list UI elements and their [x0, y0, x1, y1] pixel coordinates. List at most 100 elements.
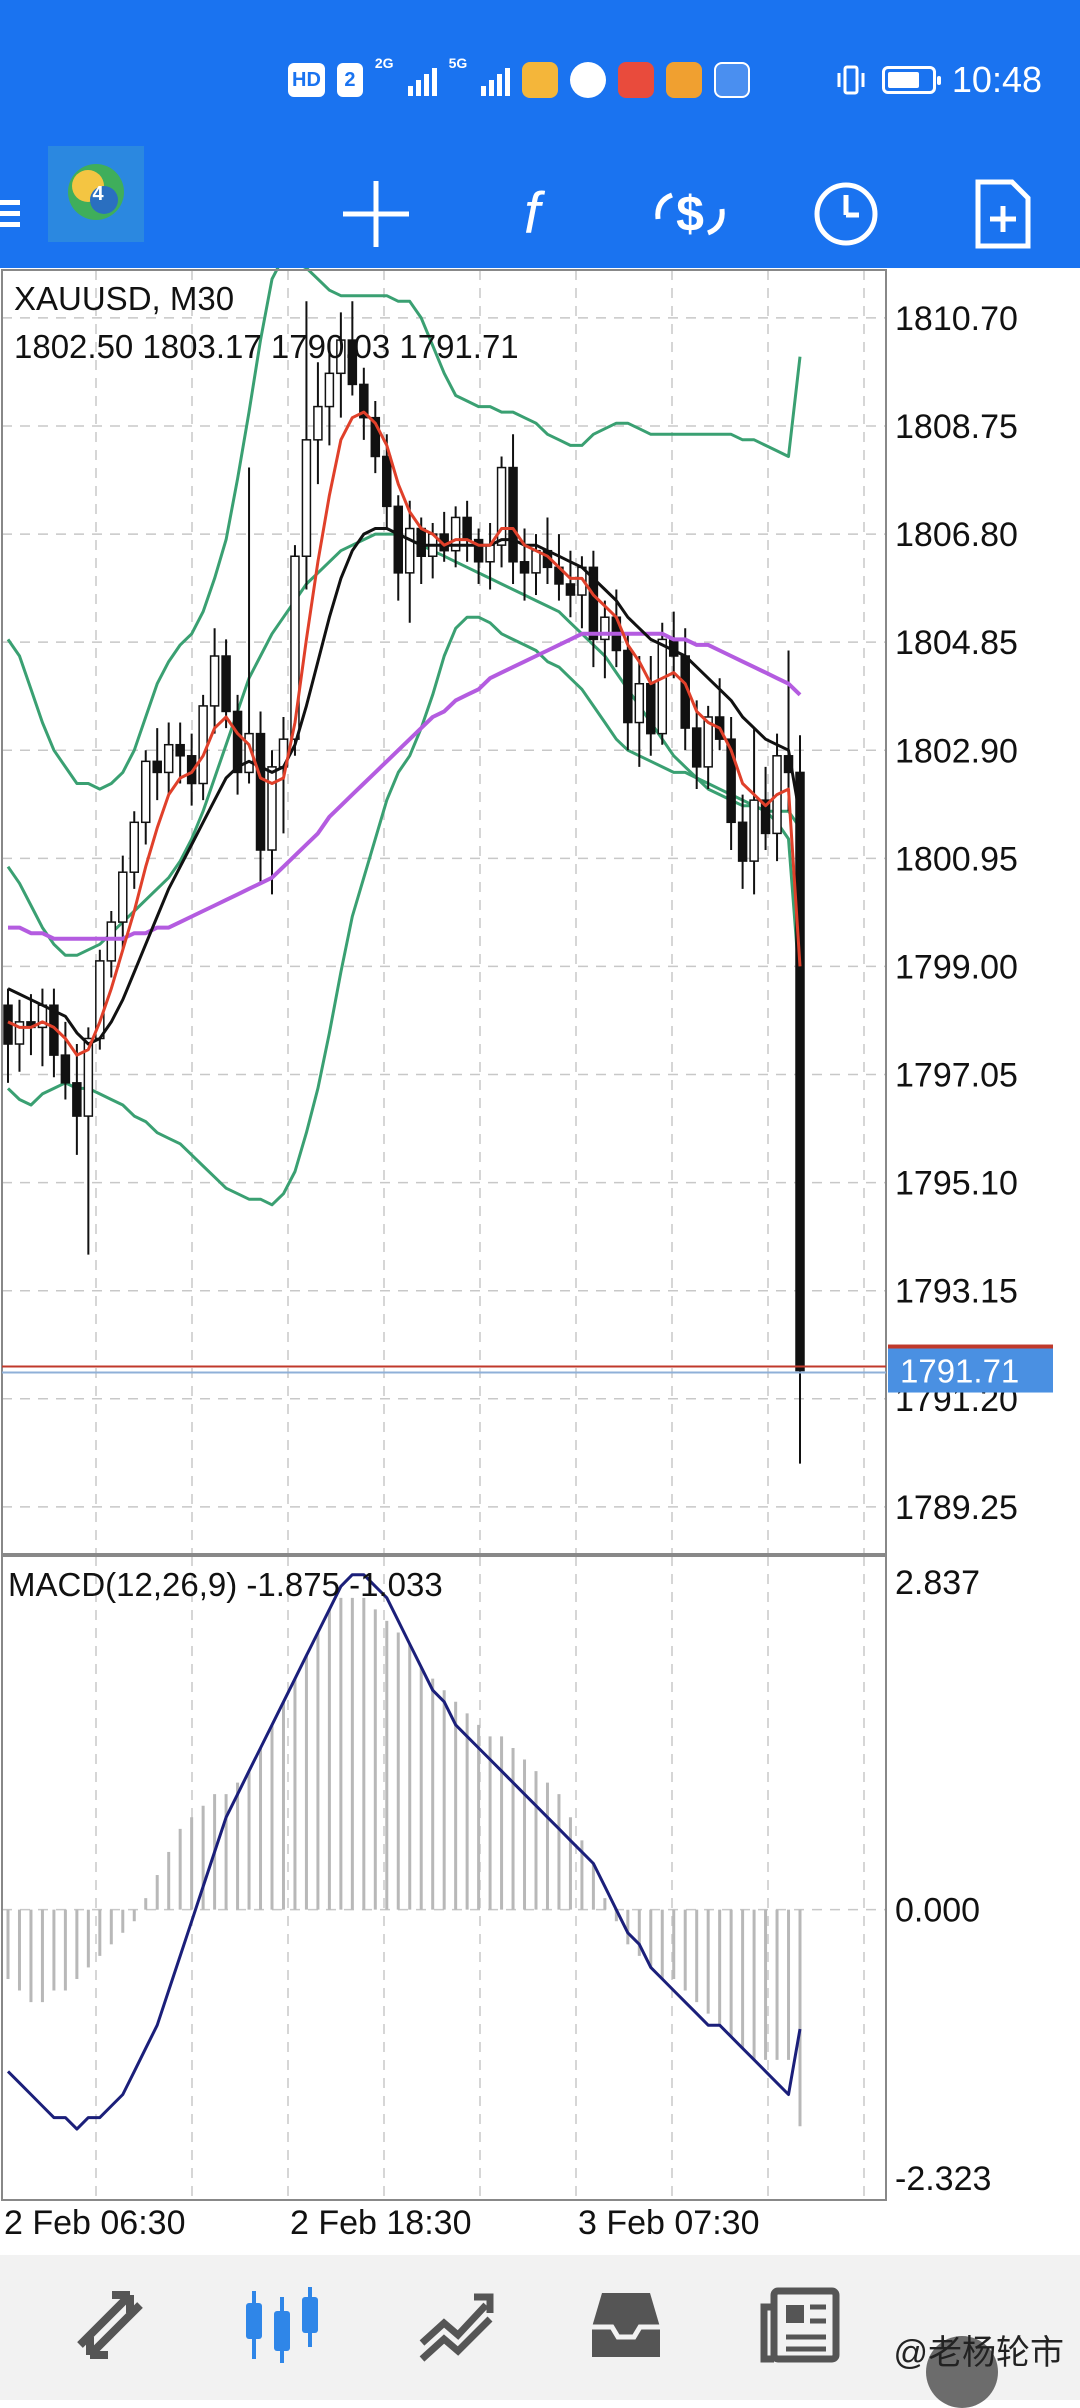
candle — [737, 794, 748, 889]
candle-body-up — [313, 405, 323, 441]
news-icon — [760, 2287, 840, 2363]
battery-icon — [881, 66, 941, 94]
candle — [324, 340, 335, 446]
watermark: @老杨轮市 — [893, 2325, 1064, 2374]
macd-frame — [1, 1555, 887, 2201]
y-tick-label: 1806.80 — [895, 516, 1018, 554]
candle-body-down — [152, 760, 162, 774]
hd-label: HD — [292, 68, 321, 91]
candle-body-up — [163, 743, 174, 774]
network-type-1: 2G — [374, 55, 394, 71]
candle — [623, 633, 633, 751]
candle-body-down — [646, 682, 656, 735]
nav-trade[interactable] — [408, 2277, 504, 2373]
x-tick-label: 2 Feb 06:30 — [4, 2204, 185, 2242]
candle — [634, 656, 645, 767]
status-right: 10:48 — [836, 56, 1042, 104]
candle — [140, 750, 151, 845]
y-tick-label: 1799.00 — [895, 948, 1018, 986]
new-order-button[interactable] — [960, 172, 1044, 256]
candle-body-down — [370, 416, 381, 458]
candle-body-down — [462, 516, 472, 541]
candle — [691, 700, 702, 790]
chart-icon — [246, 2287, 318, 2363]
candle-body-up — [450, 516, 461, 552]
chart-area[interactable]: 1810.70 1808.75 1806.80 1804.85 1802.90 1800.… — [0, 255, 1080, 2255]
crosshair-button[interactable] — [334, 172, 418, 256]
candle-body-up — [600, 616, 610, 641]
trade-dollar-icon: $ — [655, 186, 725, 242]
nav-quotes[interactable] — [62, 2277, 158, 2373]
candle-body-up — [290, 555, 300, 740]
y-tick-label: 1793.15 — [895, 1273, 1018, 1311]
hd-badge: HD — [288, 63, 325, 97]
nav-news[interactable] — [752, 2277, 848, 2373]
candle-body-down — [393, 505, 404, 574]
y-tick-label: 1804.85 — [895, 624, 1018, 662]
candle-body-up — [140, 760, 151, 824]
chart-svg[interactable]: 1810.70 1808.75 1806.80 1804.85 1802.90 1800.… — [0, 255, 1080, 2255]
candle-body-down — [726, 738, 736, 824]
candle-body-down — [691, 727, 702, 768]
svg-text:f: f — [524, 181, 546, 246]
status-icons: HD 2 2G 5G — [288, 55, 751, 104]
candle — [726, 716, 736, 851]
clock: 10:48 — [951, 59, 1042, 100]
candle — [60, 1021, 71, 1100]
candle-body-up — [14, 1021, 25, 1045]
candle-body-down — [795, 771, 805, 1372]
nav-history[interactable] — [578, 2277, 674, 2373]
candle-body-down — [72, 1082, 82, 1117]
candle — [14, 999, 25, 1072]
y-tick-label: 1800.95 — [895, 840, 1018, 878]
candle-body-up — [749, 799, 759, 862]
candle — [370, 401, 381, 474]
history-icon — [592, 2293, 660, 2357]
quotes-icon — [77, 2291, 143, 2359]
candle — [175, 722, 185, 784]
candle-body-down — [623, 649, 633, 724]
indicators-button[interactable]: f — [490, 172, 574, 256]
y-tick-label: 1810.70 — [895, 300, 1018, 338]
candle — [301, 301, 312, 590]
macd-y-tick-label: -2.323 — [895, 2160, 991, 2198]
bollinger-upper-line — [6, 255, 802, 791]
price-label-top-bar — [888, 1344, 1053, 1349]
candle-body-up — [198, 705, 208, 785]
candle-body-down — [186, 755, 197, 785]
y-tick-label: 1802.90 — [895, 732, 1018, 770]
candle-body-down — [359, 383, 369, 419]
candle-body-up — [404, 527, 415, 574]
menu-button[interactable] — [0, 172, 40, 256]
candle-body-up — [531, 549, 541, 574]
candle-body-up — [129, 821, 140, 873]
grid — [2, 270, 886, 2200]
candle-body-up — [324, 372, 335, 408]
candle — [657, 622, 668, 745]
candle — [313, 362, 323, 485]
nav-chart[interactable] — [234, 2277, 330, 2373]
macd-y-tick-label: 0.000 — [895, 1892, 980, 1930]
candle — [72, 1044, 82, 1155]
candle-body-down — [519, 561, 530, 574]
current-price-marker: 1791.71 — [888, 1344, 1053, 1393]
toolbar: f $ — [0, 160, 1080, 268]
mt4-logo-icon[interactable]: 4 — [48, 146, 144, 242]
candle — [83, 1027, 94, 1255]
mail-app-icon — [522, 62, 559, 98]
trade-button[interactable]: $ — [648, 172, 732, 256]
svg-text:4: 4 — [92, 183, 104, 205]
candle — [795, 735, 805, 1464]
y-tick-label: 1795.10 — [895, 1165, 1018, 1203]
candle — [152, 728, 162, 801]
candle — [496, 456, 507, 568]
candle-body-up — [301, 439, 312, 557]
macd-signal-line — [6, 1573, 802, 2131]
y-tick-label: 1797.05 — [895, 1057, 1018, 1095]
books-app-icon — [618, 62, 655, 98]
period-button[interactable] — [804, 172, 888, 256]
symbol-label: XAUUSD, M30 — [14, 280, 234, 317]
candle — [232, 694, 243, 795]
candle — [508, 434, 518, 584]
candle-body-down — [737, 821, 748, 862]
